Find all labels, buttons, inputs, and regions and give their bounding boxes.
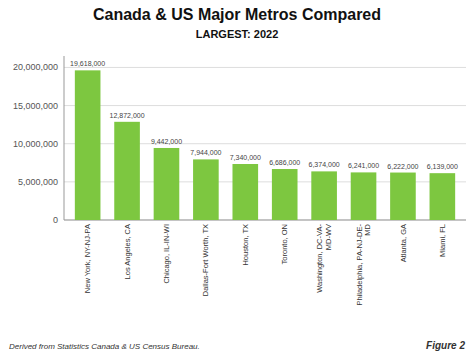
x-axis: New York, NY-NJ-PA Los Angeles, CA Chicago… <box>83 223 447 305</box>
y-tick-label: 20,000,000 <box>13 62 58 72</box>
bar <box>311 171 337 220</box>
x-tick-label: Houston, TX <box>241 224 250 266</box>
y-tick-label: 10,000,000 <box>13 139 58 149</box>
chart-svg: 0 5,000,000 10,000,000 15,000,000 20,000,000… <box>0 0 474 355</box>
grid <box>64 67 466 220</box>
subtitle: LARGEST: 2022 <box>196 28 279 40</box>
data-label: 7,944,000 <box>190 149 221 156</box>
footnote: Derived from Statistics Canada & US Cens… <box>9 342 200 351</box>
y-axis-line <box>64 56 65 220</box>
bar <box>193 159 219 220</box>
x-tick-label-line: Miami, FL <box>438 224 447 257</box>
bar <box>272 169 298 220</box>
data-label: 12,872,000 <box>110 112 145 119</box>
x-tick-label-line: Atlanta, GA <box>399 224 408 262</box>
bar <box>114 122 140 220</box>
bar <box>430 173 456 220</box>
x-tick-label-line: MD-WV <box>324 224 333 250</box>
data-label: 19,618,000 <box>70 60 105 67</box>
data-label: 6,139,000 <box>427 163 458 170</box>
x-tick-label: Los Angeles, CA <box>123 224 132 279</box>
data-label: 9,442,000 <box>151 138 182 145</box>
title: Canada & US Major Metros Compared <box>93 6 381 23</box>
y-tick-label: 15,000,000 <box>13 101 58 111</box>
x-tick-label: Washington, DC-VA-MD-WV <box>315 224 333 293</box>
x-tick-label-line: Houston, TX <box>241 224 250 266</box>
x-tick-label: Dallas-Fort Worth, TX <box>201 224 210 296</box>
data-labels: 19,618,000 12,872,000 9,442,000 7,944,000 7,… <box>70 60 458 170</box>
x-tick-label: Atlanta, GA <box>399 224 408 262</box>
data-label: 6,374,000 <box>309 161 340 168</box>
y-axis: 0 5,000,000 10,000,000 15,000,000 20,000,000 <box>13 56 466 225</box>
bar <box>390 173 416 220</box>
x-tick-label-line: Toronto, ON <box>280 224 289 264</box>
x-tick-label-line: Los Angeles, CA <box>123 224 132 279</box>
x-tick-label-line: Dallas-Fort Worth, TX <box>201 224 210 296</box>
bar <box>232 164 258 220</box>
data-label: 6,222,000 <box>387 163 418 170</box>
data-label: 7,340,000 <box>230 154 261 161</box>
bar <box>351 172 377 220</box>
x-tick-label-line: MD <box>363 223 372 235</box>
x-tick-label-line: New York, NY-NJ-PA <box>83 224 92 293</box>
figure-label: Figure 2 <box>426 340 465 351</box>
x-tick-label: Chicago, IL-IN-WI <box>162 224 171 284</box>
data-label: 6,241,000 <box>348 162 379 169</box>
y-tick-label: 5,000,000 <box>18 177 58 187</box>
bars <box>75 70 455 220</box>
grid-line <box>64 105 466 106</box>
x-tick-label: Philadelphia, PA-NJ-DE-MD <box>355 223 373 305</box>
y-tick-label: 0 <box>53 215 58 225</box>
x-tick-label: Toronto, ON <box>280 224 289 264</box>
chart-container: 0 5,000,000 10,000,000 15,000,000 20,000,000… <box>0 0 474 355</box>
bar <box>154 148 180 220</box>
x-tick-label: Miami, FL <box>438 224 447 257</box>
x-tick-label-line: Chicago, IL-IN-WI <box>162 224 171 284</box>
grid-line <box>64 67 466 68</box>
data-label: 6,686,000 <box>269 159 300 166</box>
bar <box>75 70 101 220</box>
x-tick-label: New York, NY-NJ-PA <box>83 224 92 293</box>
